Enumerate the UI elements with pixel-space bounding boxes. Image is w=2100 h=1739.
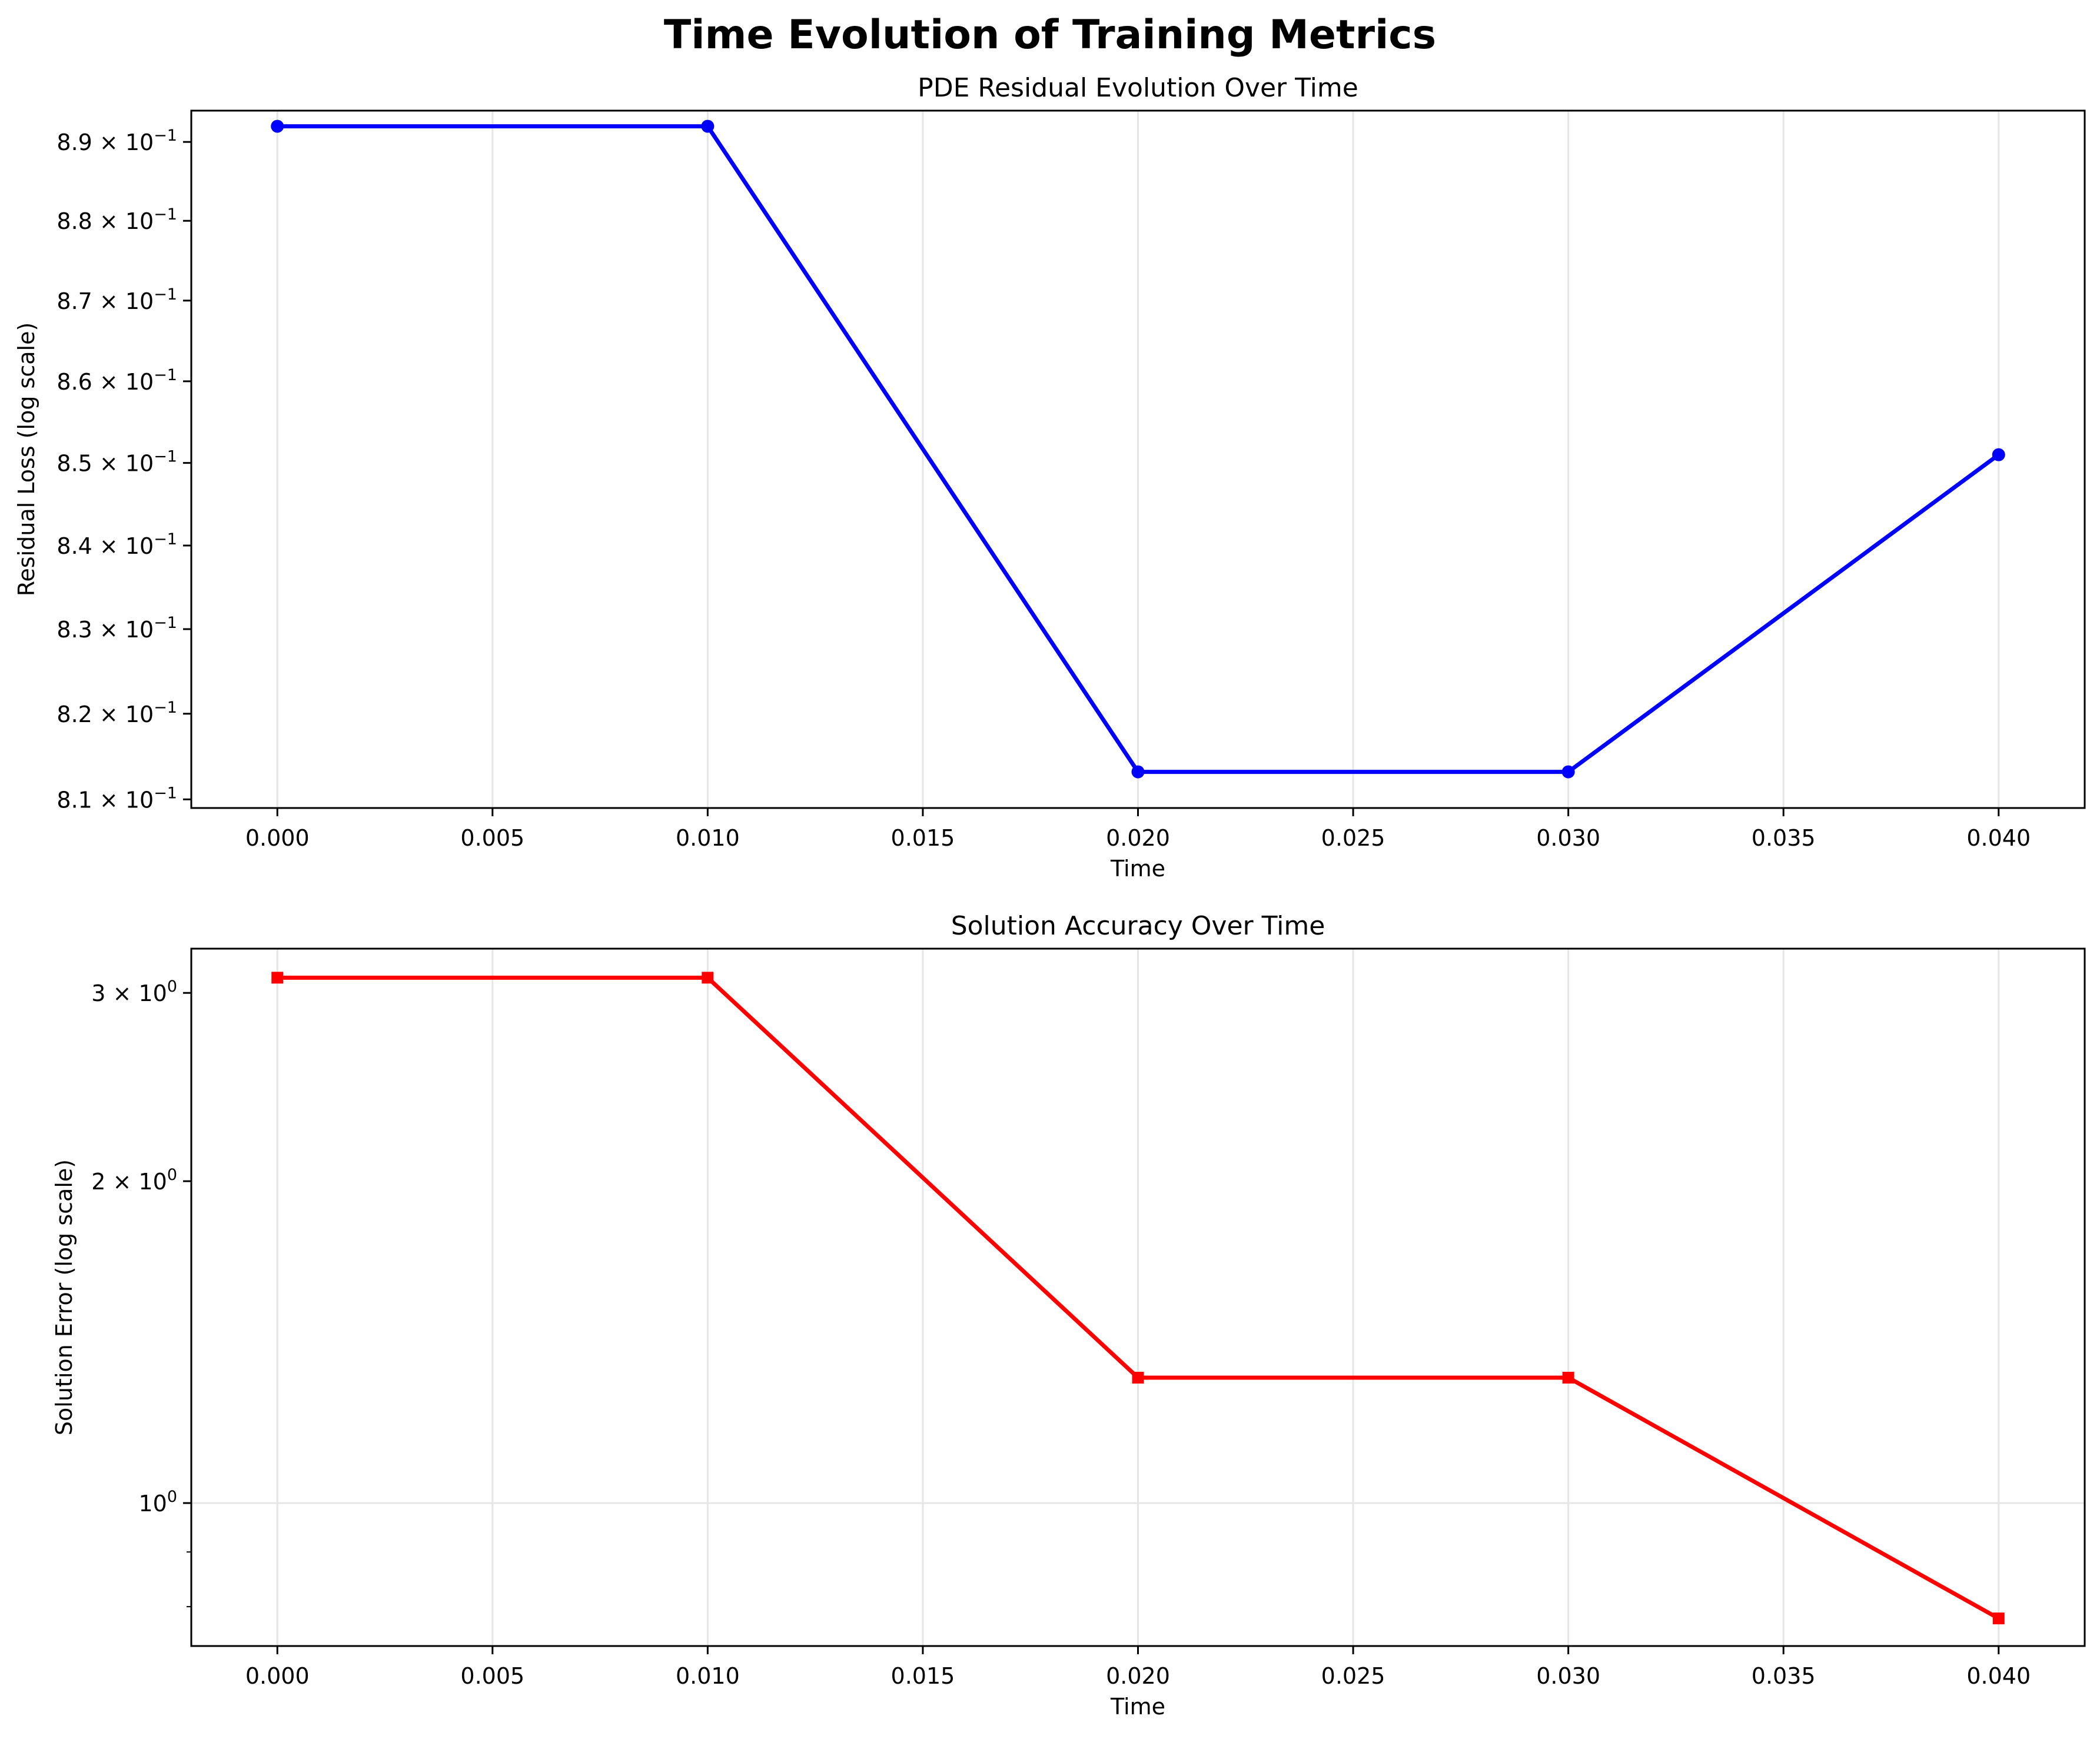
- chart-1-y-tick-label: 8.9 × 10−1: [57, 127, 177, 155]
- chart-1-x-axis-label: Time: [1110, 856, 1165, 882]
- chart-2-title: Solution Accuracy Over Time: [951, 911, 1325, 941]
- chart-2-x-tick-label: 0.010: [676, 1663, 740, 1689]
- chart-1-x-tick-label: 0.030: [1536, 825, 1600, 851]
- chart-1-y-tick-label: 8.7 × 10−1: [57, 285, 177, 314]
- chart-2-data-point: [702, 972, 714, 984]
- chart-1-y-tick-label: 8.4 × 10−1: [57, 530, 177, 559]
- chart-1-y-axis-label: Residual Loss (log scale): [14, 322, 39, 597]
- chart-2-data-point: [1992, 1612, 2005, 1625]
- chart-1-y-tick-label: 8.5 × 10−1: [57, 448, 177, 477]
- chart-1-x-tick-label: 0.015: [891, 825, 955, 851]
- chart-1-x-tick-label: 0.025: [1321, 825, 1385, 851]
- chart-2-data-point: [271, 972, 284, 984]
- chart-1-x-tick-label: 0.010: [676, 825, 740, 851]
- chart-2-y-tick-label: 2 × 100: [91, 1166, 177, 1195]
- chart-2-data-point: [1132, 1371, 1144, 1384]
- chart-2-x-axis-label: Time: [1110, 1694, 1165, 1720]
- chart-1-data-point: [271, 119, 284, 133]
- chart-2-x-tick-label: 0.005: [460, 1663, 524, 1689]
- chart-1-x-tick-label: 0.020: [1106, 825, 1170, 851]
- chart-1-data-point: [1561, 765, 1575, 779]
- chart-2-x-tick-label: 0.030: [1536, 1663, 1600, 1689]
- chart-2: 0.000 0.005 0.010 0.015 0.020 0.025 0.030 0.035…: [51, 911, 2086, 1720]
- chart-2-x-tick-label: 0.015: [891, 1663, 955, 1689]
- chart-1-y-tick-label: 8.3 × 10−1: [57, 614, 177, 643]
- chart-1-data-point: [701, 119, 715, 133]
- chart-1-data-point: [1131, 765, 1145, 779]
- chart-1-y-tick-label: 8.8 × 10−1: [57, 205, 177, 234]
- chart-2-x-tick-label: 0.000: [245, 1663, 310, 1689]
- chart-1-x-tick-label: 0.035: [1752, 825, 1816, 851]
- chart-2-x-tick-label: 0.020: [1106, 1663, 1170, 1689]
- chart-1-title: PDE Residual Evolution Over Time: [918, 73, 1358, 103]
- chart-1-y-tick-label: 8.6 × 10−1: [57, 366, 177, 395]
- chart-1-data-point: [1992, 448, 2005, 461]
- chart-1-y-tick-label: 8.2 × 10−1: [57, 699, 177, 727]
- chart-1-y-tick-label: 8.1 × 10−1: [57, 784, 177, 813]
- chart-2-x-tick-label: 0.040: [1966, 1663, 2031, 1689]
- figure-title: Time Evolution of Training Metrics: [663, 12, 1437, 58]
- chart-2-x-tick-label: 0.025: [1321, 1663, 1385, 1689]
- chart-1-x-tick-label: 0.005: [460, 825, 524, 851]
- chart-1-x-tick-label: 0.000: [245, 825, 310, 851]
- chart-2-y-tick-label: 100: [138, 1488, 177, 1517]
- chart-2-y-tick-label: 3 × 100: [91, 977, 177, 1006]
- chart-2-y-axis-label: Solution Error (log scale): [51, 1159, 77, 1435]
- chart-2-data-point: [1562, 1371, 1574, 1384]
- chart-2-x-tick-label: 0.035: [1752, 1663, 1816, 1689]
- chart-1: 0.000 0.005 0.010 0.015 0.020 0.025 0.030 0.035…: [14, 73, 2086, 882]
- chart-1-x-tick-label: 0.040: [1966, 825, 2031, 851]
